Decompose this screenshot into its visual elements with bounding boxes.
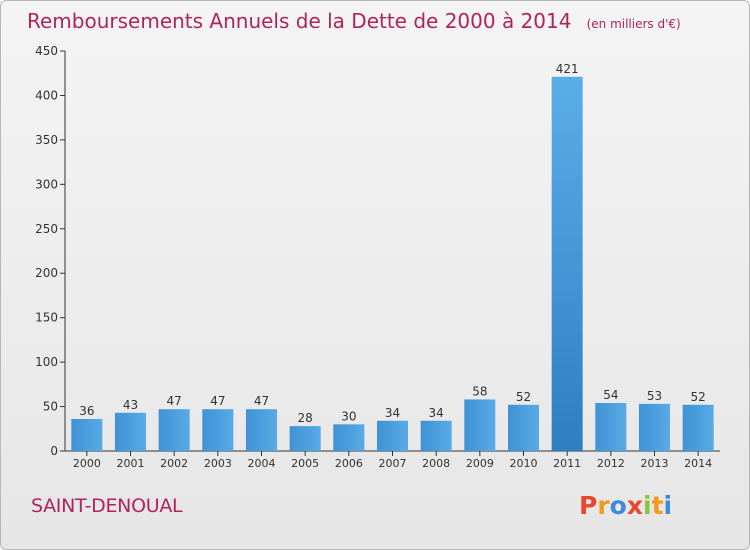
bar-value-label: 34 xyxy=(385,406,400,420)
chart-unit: (en milliers d'€) xyxy=(586,17,681,31)
bar-value-label: 43 xyxy=(123,398,138,412)
bar-value-label: 47 xyxy=(167,394,182,408)
bar xyxy=(595,403,627,451)
bar xyxy=(333,424,365,451)
bar-value-label: 47 xyxy=(210,394,225,408)
bar xyxy=(508,404,539,451)
x-tick-label: 2013 xyxy=(641,457,669,470)
logo-letter: r xyxy=(597,491,610,520)
x-tick-label: 2011 xyxy=(553,457,581,470)
x-tick-label: 2014 xyxy=(684,457,712,470)
bar xyxy=(639,403,670,451)
bar-value-label: 58 xyxy=(472,384,487,398)
bar-value-label: 54 xyxy=(603,388,618,402)
y-tick-label: 300 xyxy=(35,177,58,191)
proxiti-logo: Proxiti xyxy=(579,491,672,520)
bar xyxy=(377,420,408,451)
x-tick-label: 2012 xyxy=(597,457,625,470)
y-tick-label: 250 xyxy=(35,222,58,236)
bar-value-label: 34 xyxy=(429,406,444,420)
axes: 0 50 100 150 200 250 300 350 400 450 2000 2001 2002 2… xyxy=(35,44,720,470)
bar xyxy=(289,426,321,451)
bar xyxy=(464,399,496,451)
bar xyxy=(158,409,190,451)
logo-letter: x xyxy=(626,491,643,520)
y-tick-label: 100 xyxy=(35,355,58,369)
x-tick-label: 2007 xyxy=(379,457,407,470)
y-tick-label: 200 xyxy=(35,266,58,280)
bar-value-label: 30 xyxy=(341,409,356,423)
y-tick-label: 50 xyxy=(43,400,58,414)
bar-value-label: 52 xyxy=(516,390,531,404)
bar xyxy=(551,76,583,452)
bar-value-label: 421 xyxy=(556,62,579,76)
x-tick-label: 2006 xyxy=(335,457,363,470)
logo-letter: P xyxy=(579,491,598,520)
x-tick-label: 2000 xyxy=(73,457,101,470)
x-tick-label: 2005 xyxy=(291,457,319,470)
bar-value-label: 28 xyxy=(298,411,313,425)
chart-title: Remboursements Annuels de la Dette de 20… xyxy=(27,9,681,33)
logo-letter: o xyxy=(609,491,627,520)
logo-letter: i xyxy=(663,491,673,520)
x-tick-label: 2001 xyxy=(117,457,145,470)
bar xyxy=(71,419,103,451)
x-tick-label: 2008 xyxy=(422,457,450,470)
bar-value-label: 53 xyxy=(647,389,662,403)
x-tick-label: 2010 xyxy=(510,457,538,470)
y-tick-label: 450 xyxy=(35,44,58,58)
y-tick-label: 400 xyxy=(35,88,58,102)
y-tick-label: 0 xyxy=(50,444,58,458)
y-tick-label: 350 xyxy=(35,133,58,147)
x-tick-label: 2009 xyxy=(466,457,494,470)
chart-title-text: Remboursements Annuels de la Dette de 20… xyxy=(27,9,572,33)
bars: 36 43 47 47 47 28 30 34 34 58 52 421 54 53 52 xyxy=(71,62,714,452)
x-tick-label: 2003 xyxy=(204,457,232,470)
bar xyxy=(246,409,277,451)
bar-value-label: 47 xyxy=(254,394,269,408)
bar-value-label: 52 xyxy=(691,390,706,404)
logo-letter: i xyxy=(643,491,652,520)
bar xyxy=(202,409,234,451)
bar xyxy=(682,404,714,451)
bar xyxy=(115,412,146,451)
commune-name: SAINT-DENOUAL xyxy=(31,495,183,517)
x-tick-label: 2004 xyxy=(248,457,276,470)
bar xyxy=(420,420,452,451)
bar-value-label: 36 xyxy=(79,404,94,418)
x-tick-label: 2002 xyxy=(160,457,188,470)
logo-letter: t xyxy=(651,491,664,520)
y-tick-label: 150 xyxy=(35,311,58,325)
